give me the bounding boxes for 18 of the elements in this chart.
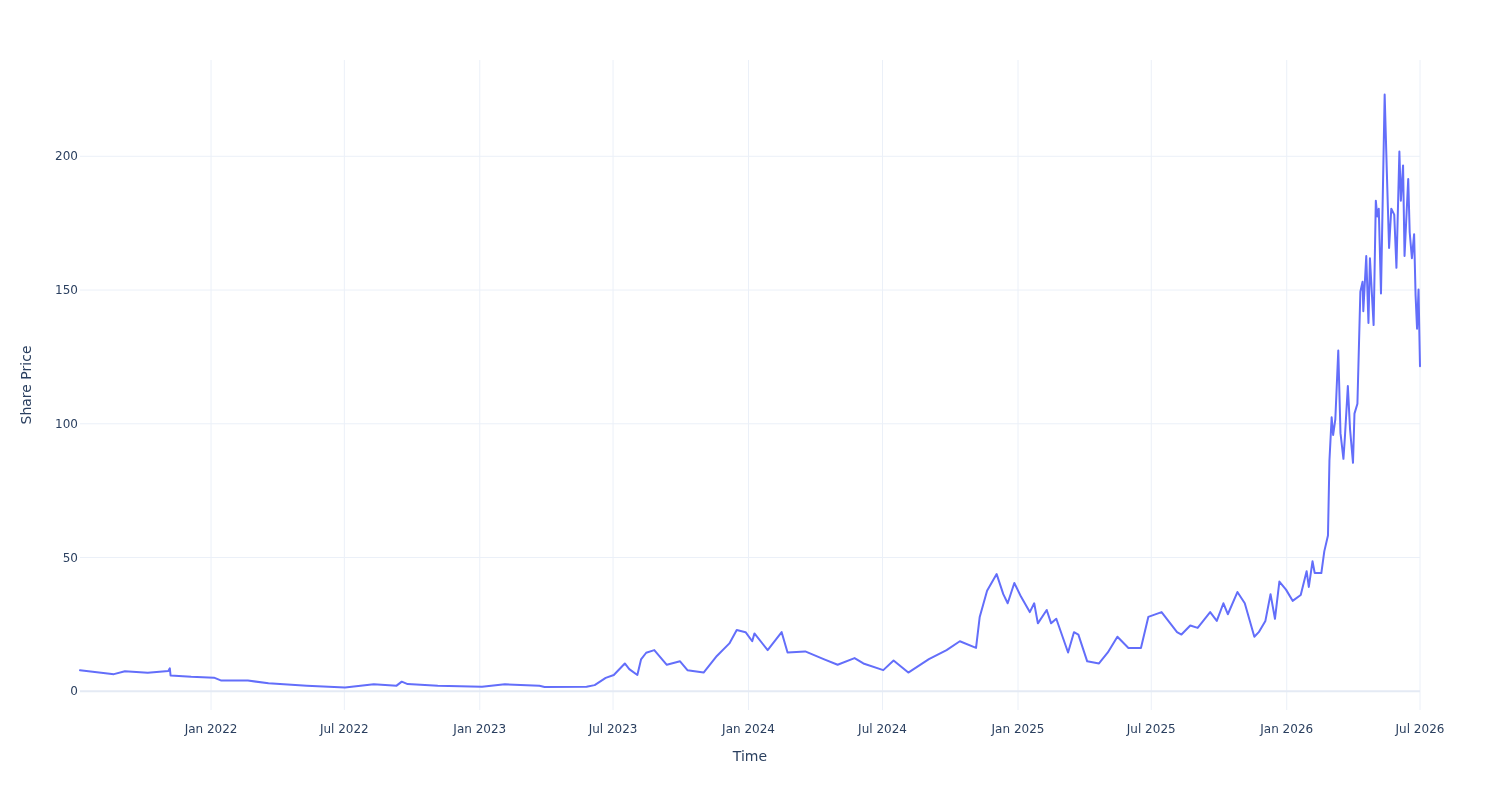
y-tick-label: 0 (70, 684, 78, 699)
y-tick-label: 50 (62, 550, 78, 565)
y-axis-title: Share Price (18, 345, 34, 425)
line-series (79, 93, 1421, 689)
x-tick-label: Jul 2026 (1394, 722, 1445, 736)
x-tick-label: Jan 2026 (1259, 722, 1314, 736)
x-tick-label: Jul 2022 (318, 722, 369, 736)
x-tick-label: Jan 2025 (990, 722, 1045, 736)
x-tick-label: Jul 2023 (587, 722, 638, 736)
x-tick-label: Jul 2025 (1125, 722, 1176, 736)
x-axis-title: Time (731, 748, 768, 764)
x-tick-label: Jan 2024 (721, 722, 775, 736)
x-tick-label: Jan 2023 (452, 722, 507, 736)
x-tick-label: Jan 2022 (183, 722, 238, 736)
y-tick-label: 200 (55, 149, 78, 164)
y-tick-label: 100 (55, 416, 78, 431)
y-tick-label: 150 (55, 283, 78, 298)
x-tick-label: Jul 2024 (857, 722, 907, 736)
